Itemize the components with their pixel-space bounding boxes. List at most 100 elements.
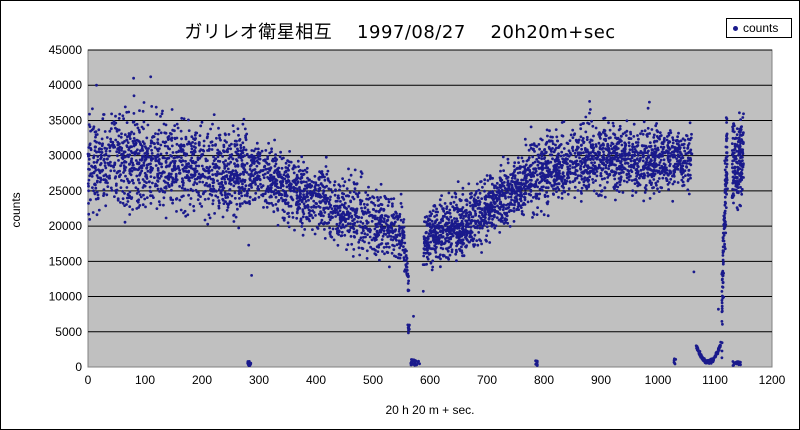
- data-point: [553, 158, 557, 162]
- data-point: [353, 210, 357, 214]
- data-point: [524, 181, 528, 185]
- data-point: [177, 149, 181, 153]
- data-point: [88, 112, 91, 116]
- data-point: [126, 135, 129, 139]
- data-point: [478, 226, 482, 230]
- data-point: [548, 129, 551, 133]
- data-point: [238, 204, 242, 208]
- data-point: [291, 216, 295, 219]
- data-point: [88, 142, 92, 146]
- data-point: [425, 215, 429, 218]
- data-point: [465, 244, 468, 248]
- data-point: [198, 141, 201, 145]
- data-point: [94, 166, 97, 170]
- data-point: [192, 183, 196, 187]
- data-point: [359, 175, 363, 179]
- data-point: [173, 162, 177, 166]
- data-point: [560, 165, 563, 169]
- data-point: [252, 149, 256, 153]
- data-point: [512, 189, 516, 192]
- data-point: [738, 145, 742, 149]
- data-point: [358, 253, 362, 257]
- data-point: [735, 133, 739, 137]
- data-point: [687, 137, 690, 141]
- data-point: [377, 204, 381, 208]
- data-point: [153, 142, 156, 146]
- data-point: [265, 205, 269, 209]
- data-point: [136, 187, 140, 191]
- data-point: [264, 189, 268, 193]
- data-point: [218, 172, 222, 176]
- data-point: [456, 226, 460, 230]
- data-point: [233, 162, 236, 166]
- data-point: [185, 174, 189, 177]
- data-point: [639, 156, 642, 160]
- data-point: [537, 153, 540, 157]
- data-point: [238, 197, 241, 200]
- data-point: [407, 279, 410, 283]
- data-point: [519, 197, 523, 201]
- data-point: [673, 180, 676, 184]
- data-point: [150, 194, 154, 198]
- data-point: [619, 155, 622, 159]
- data-point: [599, 174, 603, 178]
- data-point: [344, 224, 348, 228]
- data-point: [723, 231, 726, 235]
- data-point: [226, 167, 230, 171]
- data-point: [721, 269, 725, 273]
- data-point: [446, 239, 450, 243]
- data-point: [217, 166, 221, 170]
- data-point: [329, 215, 333, 219]
- data-point: [297, 169, 301, 173]
- data-point: [301, 169, 305, 173]
- data-point: [198, 134, 202, 138]
- data-point: [576, 189, 580, 192]
- data-point: [87, 178, 91, 182]
- data-point: [738, 172, 742, 175]
- data-point: [156, 187, 160, 191]
- data-point: [151, 135, 155, 138]
- data-point: [500, 213, 504, 217]
- data-point: [598, 184, 602, 187]
- data-point: [171, 159, 175, 163]
- data-point: [723, 159, 727, 163]
- data-point: [325, 222, 328, 225]
- data-point: [250, 163, 253, 167]
- data-point: [740, 139, 744, 143]
- data-point: [121, 155, 125, 159]
- data-point: [421, 289, 425, 293]
- data-point: [269, 166, 273, 170]
- data-point: [103, 153, 106, 157]
- data-point: [143, 184, 147, 188]
- data-point: [557, 195, 560, 199]
- data-point: [274, 195, 278, 199]
- data-point: [233, 180, 237, 183]
- data-point: [480, 226, 484, 230]
- data-point: [299, 192, 302, 196]
- data-point: [649, 183, 653, 187]
- data-point: [651, 148, 654, 152]
- data-point: [323, 211, 327, 214]
- data-point: [287, 204, 291, 208]
- data-point: [579, 168, 583, 171]
- data-point: [520, 156, 524, 160]
- data-point: [517, 201, 520, 205]
- data-point: [198, 202, 202, 206]
- data-point: [236, 127, 240, 131]
- data-point: [479, 220, 483, 224]
- data-point: [725, 139, 728, 143]
- data-point: [117, 151, 121, 155]
- data-point: [138, 173, 141, 177]
- data-point: [381, 250, 384, 253]
- data-point: [395, 214, 399, 218]
- data-point: [194, 146, 197, 150]
- data-point: [249, 175, 253, 178]
- data-point: [217, 199, 221, 203]
- data-point: [445, 233, 449, 237]
- data-point: [90, 175, 94, 178]
- data-point: [571, 149, 575, 153]
- data-point: [372, 208, 376, 211]
- data-point: [539, 152, 543, 156]
- data-point: [87, 202, 90, 205]
- data-point: [497, 191, 500, 195]
